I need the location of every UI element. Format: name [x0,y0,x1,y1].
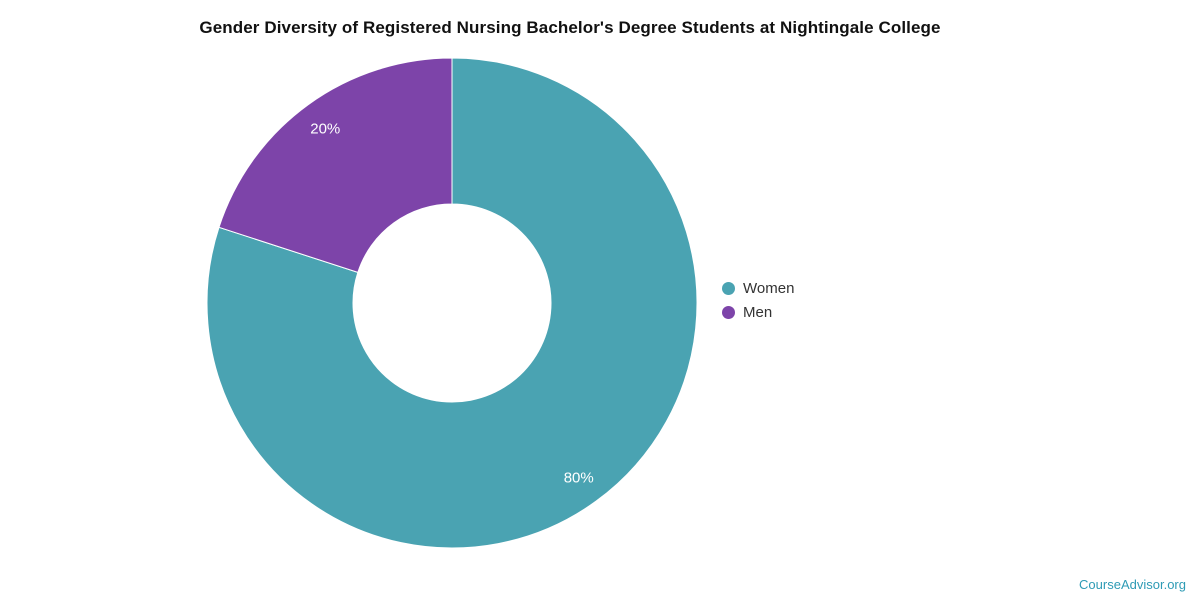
legend-item-label: Women [743,280,795,297]
legend-item-label: Men [743,304,773,321]
slice-label-men: 20% [310,121,340,138]
legend-item-men: Men [722,304,794,321]
pie-slice-women [206,57,698,549]
legend: Women Men [722,280,794,321]
legend-item-women: Women [722,280,794,297]
chart-title: Gender Diversity of Registered Nursing B… [199,18,941,37]
source-attribution-link[interactable]: CourseAdvisor.org [1079,577,1186,592]
slice-label-women: 80% [564,469,594,486]
legend-swatch-icon [722,306,735,319]
pie-slice-men [218,57,453,274]
legend-swatch-icon [722,282,735,295]
